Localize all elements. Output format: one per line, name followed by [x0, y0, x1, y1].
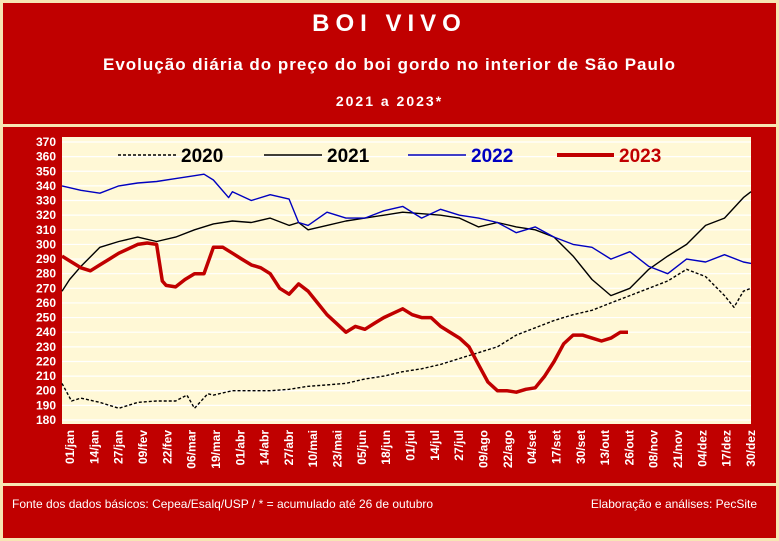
y-tick-label: 260	[36, 296, 56, 310]
series-line-2023	[61, 241, 628, 394]
x-tick-label: 08/nov	[647, 430, 661, 468]
legend-label-2022: 2022	[471, 146, 513, 167]
grid-lines	[62, 141, 751, 421]
legend: 2020 2021 2022 2023	[118, 146, 661, 167]
x-tick-label: 27/jul	[452, 430, 466, 461]
y-axis-ticks: 3703603503403303203103002902802702602502…	[36, 135, 56, 427]
x-tick-label: 26/out	[622, 430, 636, 465]
legend-label-2020: 2020	[181, 146, 223, 167]
x-tick-label: 19/mar	[209, 430, 223, 469]
y-tick-label: 210	[36, 369, 56, 383]
y-tick-label: 180	[36, 413, 56, 427]
top-separator	[3, 124, 776, 127]
chart-period: 2021 a 2023*	[335, 93, 444, 109]
y-tick-label: 340	[36, 179, 56, 193]
y-tick-label: 250	[36, 311, 56, 325]
x-tick-label: 14/jul	[428, 430, 442, 461]
x-tick-label: 05/jun	[355, 430, 369, 465]
y-tick-label: 270	[36, 281, 56, 295]
x-tick-label: 14/jan	[87, 430, 101, 464]
x-axis-ticks: 01/jan 14/jan 27/jan 09/fev 22/fev 06/mar 19/m…	[63, 430, 758, 469]
x-tick-label: 17/set	[549, 430, 563, 464]
x-tick-label: 06/mar	[185, 430, 199, 469]
y-tick-label: 200	[36, 384, 56, 398]
y-tick-label: 370	[36, 135, 56, 149]
x-tick-label: 27/abr	[282, 430, 296, 466]
series-lines	[61, 173, 752, 409]
x-tick-label: 04/dez	[695, 430, 709, 467]
y-tick-label: 310	[36, 223, 56, 237]
x-tick-label: 21/nov	[671, 430, 685, 468]
legend-label-2023: 2023	[619, 146, 661, 167]
x-tick-label: 01/jan	[63, 430, 77, 464]
x-tick-label: 22/ago	[501, 430, 515, 468]
y-tick-label: 320	[36, 208, 56, 222]
x-tick-label: 13/out	[598, 430, 612, 465]
y-tick-label: 330	[36, 194, 56, 208]
x-tick-label: 22/fev	[160, 430, 174, 464]
x-tick-label: 17/dez	[720, 430, 734, 467]
x-tick-label: 23/mai	[331, 430, 345, 467]
y-tick-label: 360	[36, 150, 56, 164]
y-tick-label: 350	[36, 164, 56, 178]
chart-subtitle: Evolução diária do preço do boi gordo no…	[103, 55, 676, 74]
series-line-2022	[61, 173, 752, 275]
x-tick-label: 27/jan	[112, 430, 126, 464]
y-tick-label: 190	[36, 398, 56, 412]
bottom-separator	[3, 483, 776, 486]
y-tick-label: 240	[36, 325, 56, 339]
y-tick-label: 230	[36, 340, 56, 354]
x-tick-label: 01/abr	[233, 430, 247, 466]
x-tick-label: 30/set	[574, 430, 588, 464]
y-tick-label: 300	[36, 237, 56, 251]
source-note: Fonte dos dados básicos: Cepea/Esalq/USP…	[12, 497, 434, 511]
page-title: BOI VIVO	[312, 10, 467, 37]
x-tick-label: 09/fev	[136, 430, 150, 464]
y-tick-label: 280	[36, 267, 56, 281]
x-tick-label: 14/abr	[258, 430, 272, 466]
x-tick-label: 04/set	[525, 430, 539, 464]
x-tick-label: 01/jul	[404, 430, 418, 461]
x-tick-label: 09/ago	[476, 430, 490, 468]
x-tick-label: 10/mai	[306, 430, 320, 467]
x-tick-label: 30/dez	[744, 430, 758, 467]
y-tick-label: 220	[36, 354, 56, 368]
series-line-2021	[61, 191, 752, 297]
legend-label-2021: 2021	[327, 146, 370, 167]
series-line-2020	[61, 268, 752, 409]
credit-note: Elaboração e análises: PecSite	[590, 497, 757, 511]
y-tick-label: 290	[36, 252, 56, 266]
x-tick-label: 18/jun	[379, 430, 393, 465]
